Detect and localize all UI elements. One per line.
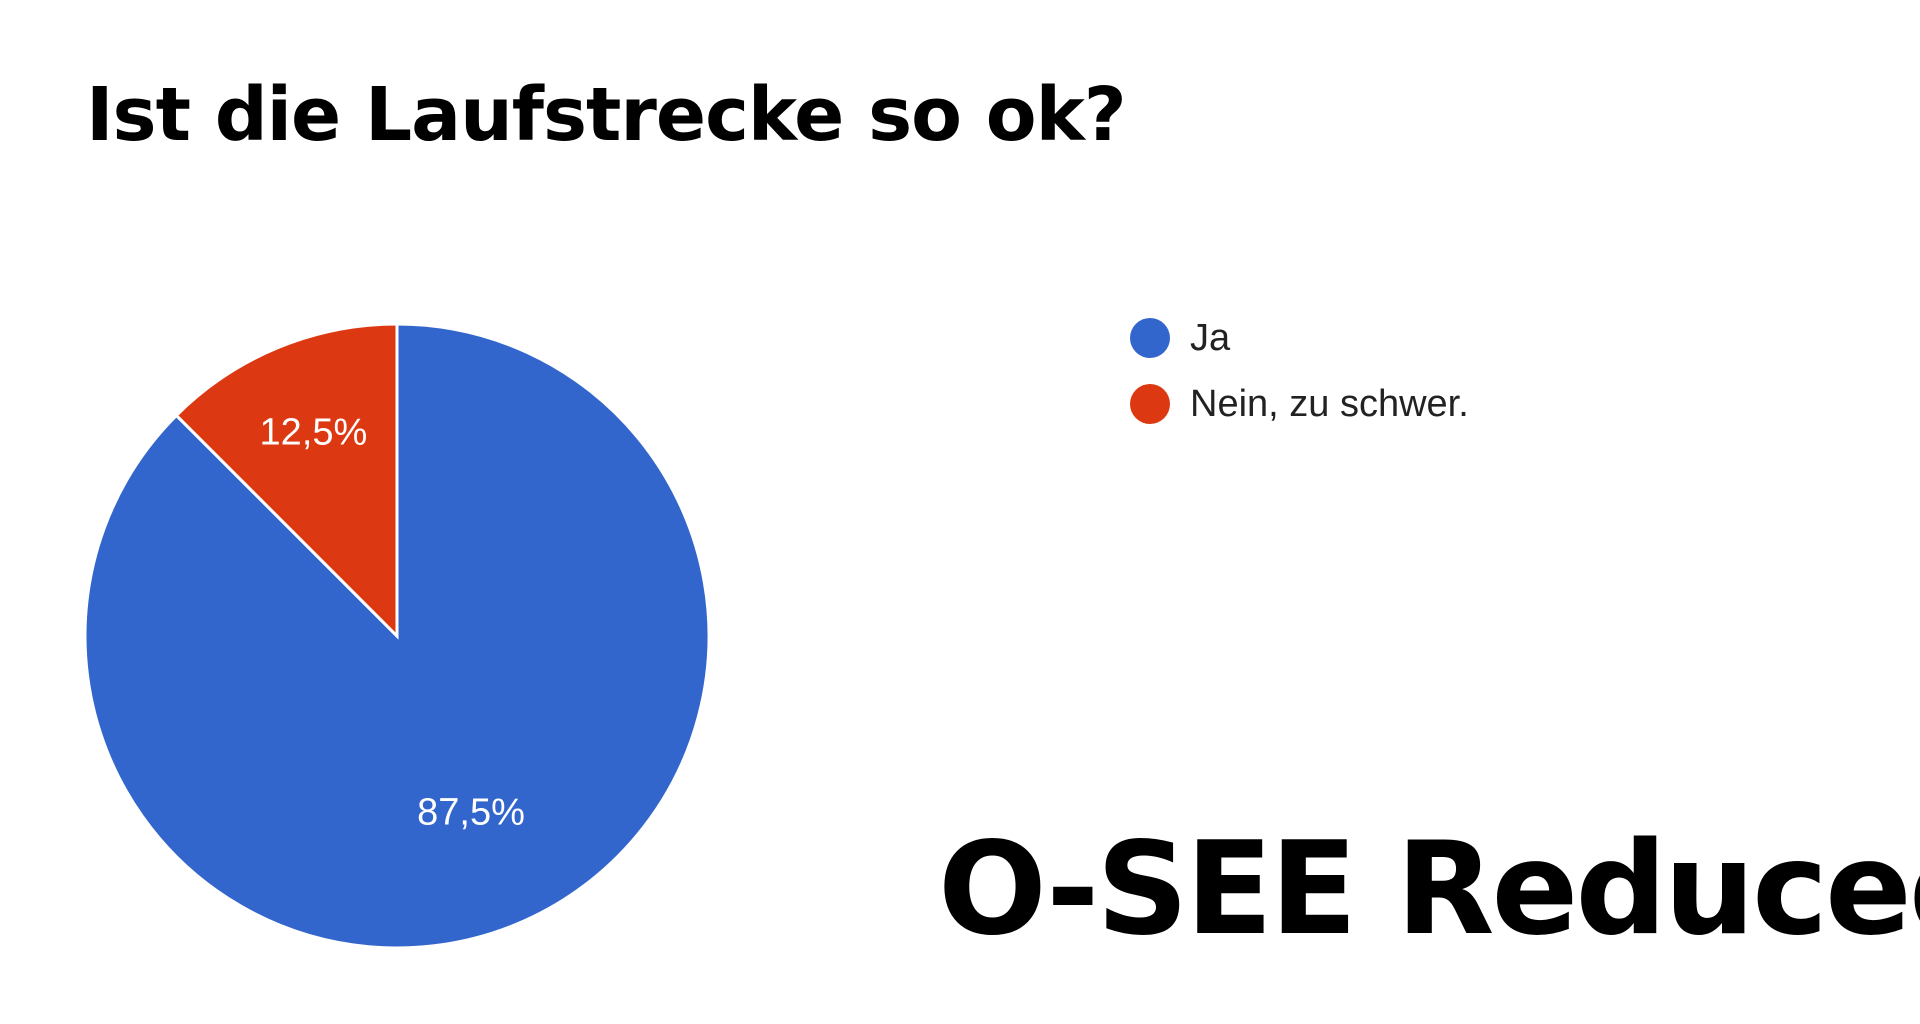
slice-label-nein: 12,5% [260,411,368,453]
legend-item-ja[interactable]: Ja [1130,316,1469,360]
chart-title: Ist die Laufstrecke so ok? [86,72,1127,158]
legend-label-ja: Ja [1190,316,1231,359]
watermark-text: O-SEE Reduced [938,815,1920,964]
legend-item-nein[interactable]: Nein, zu schwer. [1130,382,1469,426]
legend-swatch-nein [1130,384,1170,424]
legend-swatch-ja [1130,318,1170,358]
pie-slice-nein[interactable] [174,322,399,640]
legend: Ja Nein, zu schwer. [1130,316,1469,448]
slice-label-ja: 87,5% [417,792,525,834]
legend-label-nein: Nein, zu schwer. [1190,382,1469,425]
